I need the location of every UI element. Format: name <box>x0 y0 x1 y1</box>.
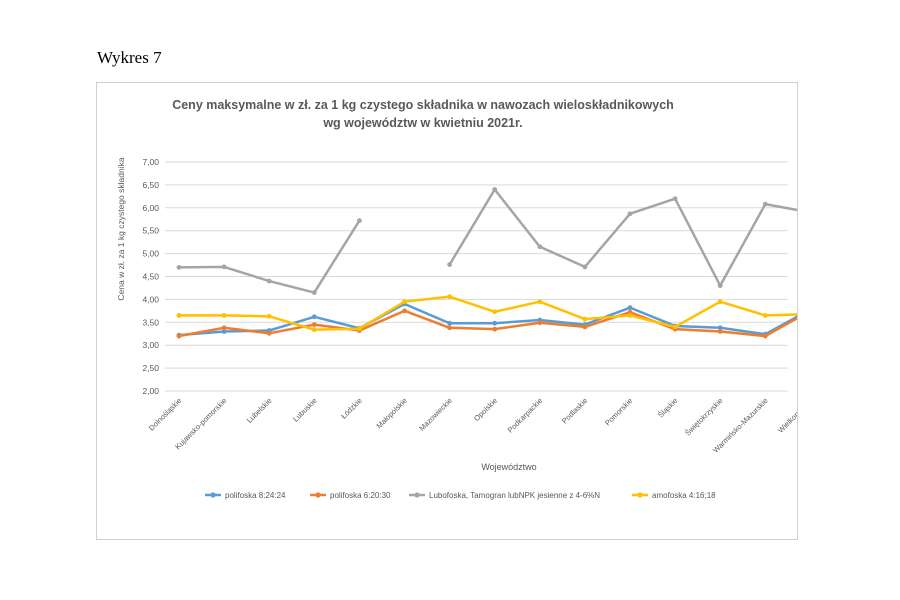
chart-title-line2: wg województw w kwietniu 2021r. <box>322 116 522 130</box>
x-tick-label: Śląskie <box>656 396 679 419</box>
x-tick-label: Lubelskie <box>245 396 274 425</box>
x-axis-label: Województwo <box>481 462 536 472</box>
data-point <box>311 327 317 333</box>
data-point <box>221 264 227 270</box>
series-line <box>176 308 858 341</box>
data-point <box>582 316 588 322</box>
page-label: Wykres 7 <box>97 48 162 67</box>
data-point <box>717 325 723 331</box>
data-point <box>582 324 588 330</box>
data-point <box>311 314 317 320</box>
y-tick-label: 2,00 <box>142 386 159 396</box>
data-point <box>266 278 272 284</box>
data-point <box>492 309 498 315</box>
legend-label: polifoska 8:24:24 <box>225 491 286 500</box>
series-path <box>178 309 857 340</box>
data-point <box>402 308 407 314</box>
data-point <box>717 283 723 289</box>
series-path <box>179 295 856 331</box>
legend-label: polifoska 6:20:30 <box>330 491 391 500</box>
data-point <box>672 196 678 202</box>
chart-frame: Ceny maksymalne w zł. za 1 kg czystego s… <box>96 82 860 540</box>
x-tick-label: Pomorskie <box>603 396 634 427</box>
y-tick-label: 4,50 <box>142 272 159 282</box>
legend-marker <box>315 492 321 498</box>
y-axis: 7,00 6,50 6,00 5,50 5,00 4,50 4,00 3,50 3,00 2,50… <box>142 157 159 396</box>
data-point <box>492 320 498 326</box>
data-point <box>762 201 768 207</box>
data-point <box>627 211 633 217</box>
data-point <box>176 313 182 318</box>
series-path <box>448 188 857 287</box>
data-point <box>492 326 498 332</box>
data-point <box>492 187 498 192</box>
x-tick-label: Lubuskie <box>291 396 319 424</box>
data-point <box>537 299 543 305</box>
x-tick-label: Małopolskie <box>375 396 409 430</box>
y-tick-label: 6,50 <box>142 180 159 190</box>
data-point <box>266 330 272 336</box>
data-point <box>582 264 588 270</box>
y-tick-label: 5,00 <box>142 249 159 259</box>
y-tick-label: 7,00 <box>142 157 159 167</box>
x-tick-label: Podlaskie <box>560 396 589 425</box>
data-point <box>537 320 543 326</box>
data-point <box>357 326 362 332</box>
y-tick-label: 2,50 <box>142 363 159 373</box>
legend-item: polifoska 8:24:24 <box>205 491 286 500</box>
data-point <box>176 333 182 339</box>
data-point <box>221 329 227 334</box>
x-tick-label: Wielkopolskie <box>776 396 797 435</box>
legend-marker <box>637 492 643 498</box>
legend-item: polifoska 6:20:30 <box>310 491 391 500</box>
x-tick-label: Łódzkie <box>339 396 364 421</box>
chart-title-line1: Ceny maksymalne w zł. za 1 kg czystego s… <box>172 98 674 112</box>
x-tick-label: Świętokrzyskie <box>683 396 724 437</box>
x-tick-label: Dolnośląskie <box>147 396 183 432</box>
x-tick-label: Podkarpackie <box>506 396 545 435</box>
data-point <box>447 262 452 267</box>
x-tick-label: Kujawsko-pomorskie <box>173 396 228 451</box>
data-point <box>266 313 272 319</box>
line-chart: Ceny maksymalne w zł. za 1 kg czystego s… <box>116 98 860 500</box>
legend-item: amofoska 4:16;18 <box>632 491 716 500</box>
data-point <box>717 329 723 334</box>
data-point <box>357 218 362 224</box>
data-point <box>672 324 678 330</box>
series-line <box>176 187 858 295</box>
data-point <box>762 313 768 318</box>
y-tick-label: 4,00 <box>142 294 159 304</box>
data-point <box>447 320 452 326</box>
data-point <box>311 290 317 295</box>
y-axis-label: Cena w zł. za 1 kg czystego składnika <box>116 157 126 300</box>
data-point <box>537 244 543 250</box>
y-tick-label: 6,00 <box>142 203 159 213</box>
data-point <box>221 313 227 318</box>
y-tick-label: 5,50 <box>142 226 159 236</box>
data-point <box>627 313 633 318</box>
y-tick-label: 3,50 <box>142 317 159 327</box>
data-point <box>176 264 182 270</box>
data-point <box>717 299 723 305</box>
series-group <box>176 187 858 346</box>
data-point <box>221 325 227 331</box>
y-tick-label: 3,00 <box>142 340 159 350</box>
data-point <box>447 294 452 300</box>
data-point <box>762 333 768 339</box>
legend-item: Lubofoska, Tamogran lubNPK jesienne z 4-… <box>409 491 600 500</box>
legend-label: Lubofoska, Tamogran lubNPK jesienne z 4-… <box>429 491 600 500</box>
x-tick-label: Opolskie <box>472 396 499 423</box>
legend-label: amofoska 4:16;18 <box>652 491 716 500</box>
legend-marker <box>414 492 420 498</box>
grid <box>165 161 788 392</box>
data-point <box>311 322 317 327</box>
legend-marker <box>210 492 216 498</box>
data-point <box>447 325 452 331</box>
data-point <box>402 299 407 305</box>
data-point <box>627 305 633 311</box>
legend: polifoska 8:24:24 polifoska 6:20:30 Lubofo… <box>205 491 716 500</box>
x-tick-label: Mazowieckie <box>417 396 454 433</box>
